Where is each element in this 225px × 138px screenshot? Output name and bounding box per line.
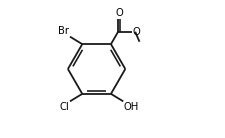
Text: O: O (115, 8, 122, 18)
Text: Br: Br (58, 26, 69, 36)
Text: O: O (131, 27, 139, 37)
Text: OH: OH (123, 102, 139, 112)
Text: Cl: Cl (59, 102, 69, 112)
